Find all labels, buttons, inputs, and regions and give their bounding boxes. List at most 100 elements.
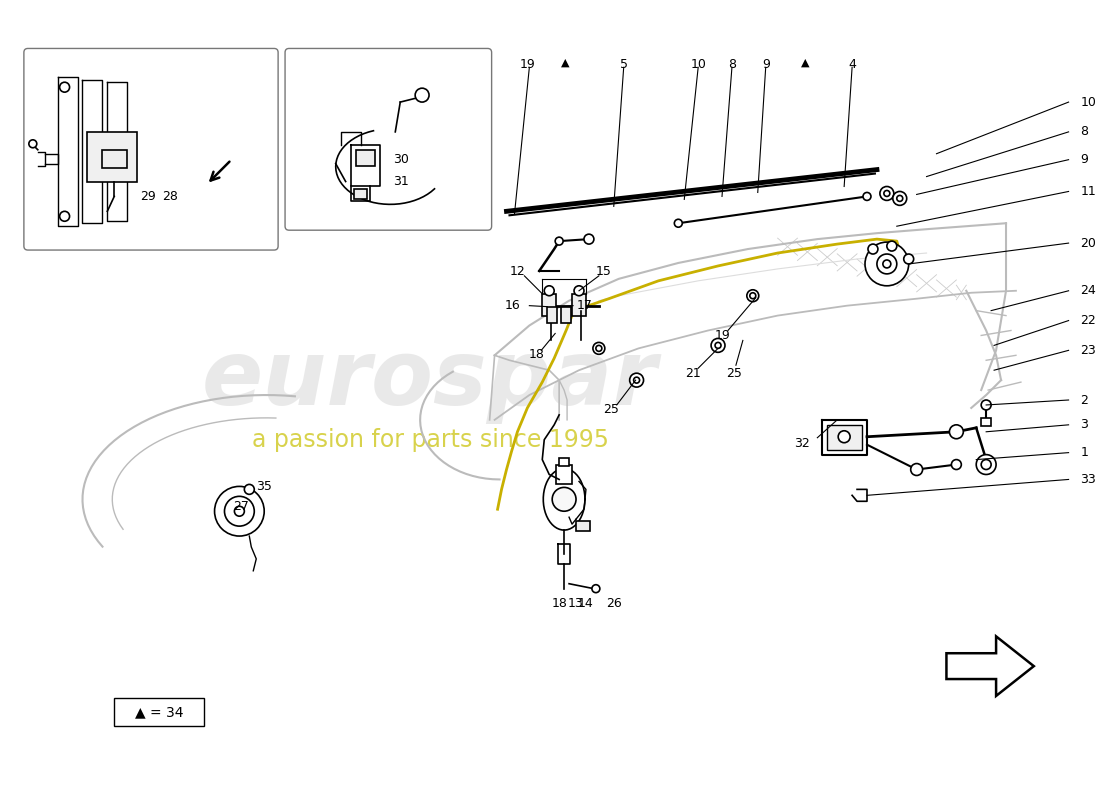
Circle shape	[415, 88, 429, 102]
Text: 10: 10	[690, 58, 706, 71]
Text: 25: 25	[603, 403, 618, 417]
Text: 23: 23	[1080, 344, 1097, 357]
Text: 29: 29	[140, 190, 156, 203]
Circle shape	[556, 237, 563, 245]
Bar	[102, 150, 128, 168]
Text: 33: 33	[1080, 473, 1097, 486]
Text: 8: 8	[728, 58, 736, 71]
Text: 13: 13	[568, 597, 584, 610]
Circle shape	[864, 193, 871, 200]
Bar	[561, 306, 571, 322]
Text: 19: 19	[519, 58, 536, 71]
Circle shape	[234, 506, 244, 516]
Circle shape	[711, 338, 725, 352]
Polygon shape	[946, 636, 1034, 696]
Bar	[981, 418, 991, 426]
Circle shape	[976, 454, 997, 474]
Circle shape	[715, 342, 720, 348]
Bar	[559, 458, 569, 466]
Circle shape	[747, 290, 759, 302]
Text: 21: 21	[685, 366, 701, 380]
Circle shape	[596, 346, 602, 351]
Text: 9: 9	[1080, 153, 1088, 166]
Text: 3: 3	[1080, 418, 1088, 431]
Circle shape	[552, 487, 576, 511]
Circle shape	[981, 400, 991, 410]
Circle shape	[584, 234, 594, 244]
Text: ▲ = 34: ▲ = 34	[134, 705, 184, 719]
Bar	[542, 294, 557, 315]
Text: 10: 10	[1080, 95, 1097, 109]
Bar	[353, 190, 367, 199]
Circle shape	[244, 485, 254, 494]
Text: 17: 17	[578, 299, 593, 312]
Bar	[576, 521, 590, 531]
Text: 2: 2	[1080, 394, 1088, 406]
Circle shape	[629, 373, 644, 387]
Text: 19: 19	[715, 329, 730, 342]
Text: 22: 22	[1080, 314, 1097, 327]
Text: 4: 4	[848, 58, 856, 71]
Circle shape	[634, 377, 639, 383]
Circle shape	[896, 195, 903, 202]
Circle shape	[884, 190, 890, 197]
Text: 18: 18	[528, 348, 544, 361]
FancyBboxPatch shape	[285, 49, 492, 230]
Circle shape	[214, 486, 264, 536]
Text: 32: 32	[793, 437, 810, 450]
Circle shape	[904, 254, 914, 264]
Text: 5: 5	[619, 58, 628, 71]
Bar	[557, 465, 572, 485]
Text: 24: 24	[1080, 284, 1097, 298]
Text: 8: 8	[1080, 126, 1089, 138]
Circle shape	[949, 425, 964, 438]
Circle shape	[59, 211, 69, 222]
Text: 1: 1	[1080, 446, 1088, 459]
Text: 9: 9	[762, 58, 770, 71]
Text: 28: 28	[162, 190, 178, 203]
Circle shape	[838, 430, 850, 442]
Circle shape	[29, 140, 36, 148]
Text: eurospar: eurospar	[202, 336, 658, 424]
Circle shape	[893, 191, 906, 206]
Bar	[572, 294, 586, 315]
Bar	[87, 132, 138, 182]
Circle shape	[868, 244, 878, 254]
Text: 27: 27	[233, 500, 250, 513]
Circle shape	[544, 286, 554, 296]
Circle shape	[883, 260, 891, 268]
Circle shape	[877, 254, 896, 274]
Bar	[355, 150, 375, 166]
Text: 30: 30	[394, 153, 409, 166]
Circle shape	[574, 286, 584, 296]
Text: 25: 25	[726, 366, 741, 380]
Text: 15: 15	[596, 266, 612, 278]
Text: 11: 11	[1080, 185, 1097, 198]
Text: a passion for parts since 1995: a passion for parts since 1995	[252, 428, 608, 452]
Circle shape	[880, 186, 894, 200]
Circle shape	[593, 342, 605, 354]
Text: 18: 18	[551, 597, 568, 610]
Circle shape	[750, 293, 756, 298]
Circle shape	[981, 459, 991, 470]
Circle shape	[952, 459, 961, 470]
Bar	[547, 306, 558, 322]
Circle shape	[59, 82, 69, 92]
Text: ▲: ▲	[561, 58, 570, 67]
Text: 31: 31	[394, 175, 409, 188]
Text: 26: 26	[606, 597, 621, 610]
Text: 35: 35	[256, 480, 272, 493]
Circle shape	[592, 585, 600, 593]
Bar	[114, 698, 204, 726]
Text: 20: 20	[1080, 237, 1097, 250]
Text: 16: 16	[505, 299, 520, 312]
Circle shape	[887, 241, 896, 251]
Bar	[827, 425, 862, 450]
Circle shape	[911, 463, 923, 475]
Circle shape	[674, 219, 682, 227]
Circle shape	[224, 496, 254, 526]
Circle shape	[865, 242, 909, 286]
Text: 12: 12	[509, 266, 526, 278]
FancyBboxPatch shape	[24, 49, 278, 250]
Text: ▲: ▲	[801, 58, 810, 67]
